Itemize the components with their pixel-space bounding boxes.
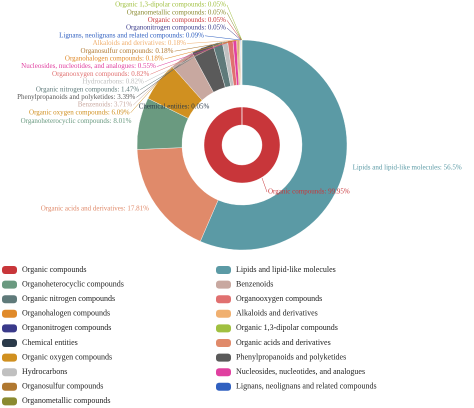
slice	[136, 147, 219, 242]
legend-swatch	[216, 324, 231, 333]
legend-swatch	[216, 266, 231, 274]
slice-label: Lipids and lipid-like molecules: 56.5%	[353, 164, 462, 172]
leader-line	[261, 177, 268, 193]
slice-label: Organohalogen compounds: 0.18%	[65, 55, 164, 63]
legend-label: Organic acids and derivatives	[236, 338, 331, 347]
leader-line	[226, 20, 242, 41]
legend-label: Hydrocarbons	[22, 367, 67, 376]
slice-label: Organic compounds: 0.05%	[148, 16, 226, 24]
legend-label: Organoheterocyclic compounds	[22, 279, 124, 288]
legend-swatch	[2, 339, 17, 347]
legend-label: Chemical entities	[22, 338, 78, 347]
legend-swatch	[2, 309, 17, 318]
slice-label: Nucleosides, nucleotides, and analogues:…	[21, 62, 156, 70]
legend-swatch	[2, 397, 17, 406]
slice-label: Organic oxygen compounds: 6.09%	[29, 108, 130, 116]
leader-line	[226, 27, 242, 41]
legend-label: Organometallic compounds	[22, 396, 111, 405]
leader-line	[132, 58, 182, 106]
legend-label: Lipids and lipid-like molecules	[236, 265, 336, 274]
legend-swatch	[2, 266, 17, 274]
legend-swatch	[2, 295, 17, 304]
legend-swatch	[2, 368, 17, 377]
legend-swatch	[216, 353, 231, 362]
slice-label: Organosulfur compounds: 0.18%	[80, 47, 173, 55]
slice-label: Phenylpropanoids and polyketides: 3.39%	[17, 93, 135, 101]
legend-swatch	[216, 295, 231, 304]
slice-label: Alkaloids and derivatives: 0.18%	[93, 39, 186, 47]
leader-line	[226, 12, 242, 41]
legend-label: Nucleosides, nucleotides, and analogues	[236, 367, 365, 376]
slice-label: Organometallic compounds: 0.05%	[127, 8, 226, 16]
legend-label: Organic nitrogen compounds	[22, 294, 115, 303]
legend-swatch	[2, 280, 17, 289]
slice	[200, 39, 348, 251]
legend-swatch	[216, 382, 231, 391]
legend-label: Lignans, neolignans and related compound…	[236, 382, 377, 391]
leader-line	[186, 39, 240, 44]
legend-label: Benzenoids	[236, 279, 273, 288]
leader-line	[164, 39, 238, 60]
legend-swatch	[216, 339, 231, 347]
leader-line	[156, 40, 235, 67]
leader-line	[204, 35, 241, 41]
legend-swatch	[216, 368, 231, 377]
legend-swatch	[2, 324, 17, 333]
legend-label: Organic 1,3-dipolar compounds	[236, 323, 338, 332]
legend-label: Phenylpropanoids and polyketides	[236, 352, 346, 361]
legend-label: Organic oxygen compounds	[22, 352, 112, 361]
legend-label: Alkaloids and derivatives	[236, 309, 318, 318]
slice-label: Benzenoids: 3.71%	[78, 101, 133, 109]
leader-line	[136, 47, 203, 98]
legend-swatch	[2, 353, 17, 362]
leader-line	[130, 81, 159, 113]
legend-label: Organonitrogen compounds	[22, 323, 111, 332]
legend-swatch	[216, 309, 231, 318]
slice-label: Hydrocarbons: 0.82%	[82, 78, 144, 86]
slice-label: Organic 1,3-dipolar compounds: 0.05%	[115, 1, 226, 9]
slice-label: Lignans, neolignans and related compound…	[59, 31, 204, 39]
slice-label: Organonitrogen compounds: 0.05%	[126, 24, 226, 32]
slice-label: Chemical entities: 0.05%	[139, 103, 210, 111]
legend-label: Organic compounds	[22, 265, 87, 274]
slice-label: Organoheterocyclic compounds: 8.01%	[21, 117, 132, 125]
legend-swatch	[216, 280, 231, 289]
leader-line	[226, 4, 243, 41]
slice-label: Organic acids and derivatives: 17.81%	[41, 205, 149, 213]
slice-label: Organic compounds: 99.95%	[268, 188, 350, 196]
legend-label: Organosulfur compounds	[22, 382, 103, 391]
slice	[203, 106, 281, 184]
legend-swatch	[2, 382, 17, 391]
leader-line	[174, 39, 239, 52]
slice-label: Organic nitrogen compounds: 1.47%	[36, 85, 139, 93]
legend-label: Organohalogen compounds	[22, 309, 110, 318]
slice-label: Organooxygen compounds: 0.82%	[52, 70, 149, 78]
legend-label: Organooxygen compounds	[236, 294, 322, 303]
